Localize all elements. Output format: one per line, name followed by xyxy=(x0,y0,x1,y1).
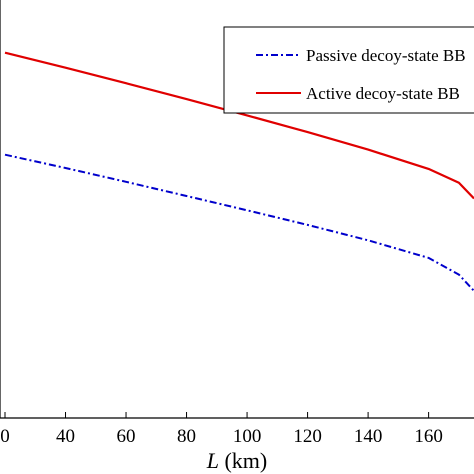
x-axis-label-symbol: L xyxy=(206,448,219,473)
x-tick-labels: 0 40 60 80 100 120 140 160 xyxy=(0,426,443,447)
legend-box xyxy=(223,26,474,114)
series-line-passive xyxy=(4,153,474,292)
x-tick-label: 160 xyxy=(414,426,443,447)
x-tick-label: 40 xyxy=(56,426,75,447)
x-ticks xyxy=(4,412,430,418)
x-axis-label: L (km) xyxy=(206,448,268,473)
x-axis-label-unit: (km) xyxy=(219,448,267,473)
x-tick-label: 0 xyxy=(0,426,10,447)
legend-label-active: Active decoy-state BB xyxy=(306,84,460,103)
x-tick-label: 80 xyxy=(177,426,196,447)
series-layer xyxy=(4,51,474,292)
series-line-active xyxy=(4,51,474,200)
legend-label-passive: Passive decoy-state BB xyxy=(306,46,466,65)
plot-frame xyxy=(0,0,474,419)
x-tick-label: 60 xyxy=(117,426,136,447)
legend: Passive decoy-state BB Active decoy-stat… xyxy=(223,26,474,114)
x-tick-label: 120 xyxy=(293,426,322,447)
x-tick-label: 100 xyxy=(233,426,262,447)
x-tick-label: 140 xyxy=(354,426,383,447)
